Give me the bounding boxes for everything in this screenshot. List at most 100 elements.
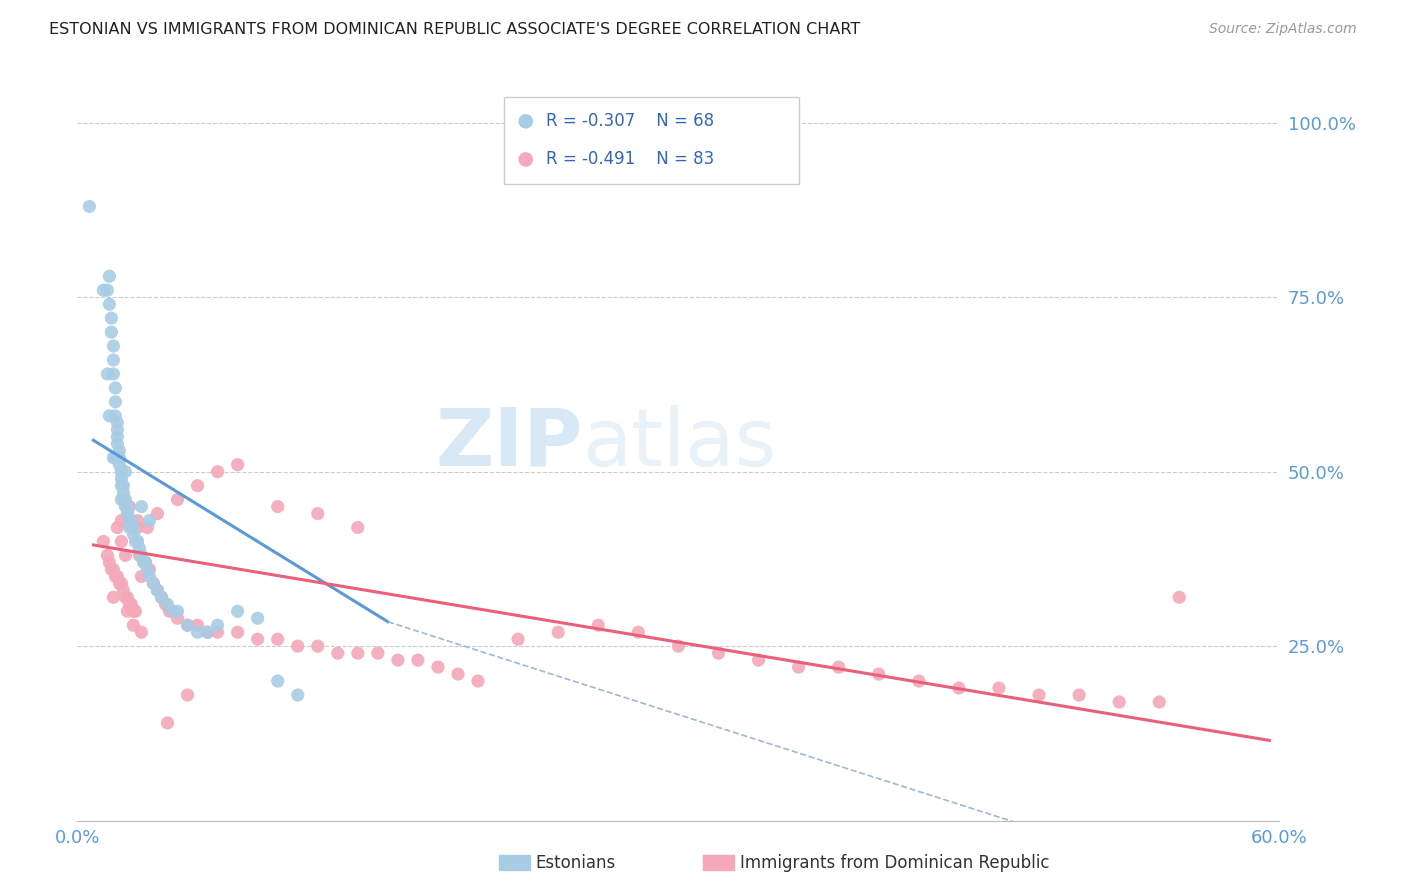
Point xyxy=(207,625,229,640)
Point xyxy=(287,688,309,702)
Point xyxy=(128,541,150,556)
Point xyxy=(98,409,121,423)
Point xyxy=(124,604,146,618)
Text: atlas: atlas xyxy=(582,405,776,483)
Point xyxy=(110,472,132,486)
Text: ESTONIAN VS IMMIGRANTS FROM DOMINICAN REPUBLIC ASSOCIATE'S DEGREE CORRELATION CH: ESTONIAN VS IMMIGRANTS FROM DOMINICAN RE… xyxy=(49,22,860,37)
Text: R = -0.307    N = 68: R = -0.307 N = 68 xyxy=(546,112,714,130)
Point xyxy=(112,583,135,598)
Point xyxy=(155,597,177,611)
Point xyxy=(159,604,181,618)
Point xyxy=(120,520,142,534)
Point xyxy=(948,681,970,695)
Point xyxy=(79,199,101,213)
Point xyxy=(118,514,141,528)
Point xyxy=(107,416,129,430)
Point xyxy=(114,549,136,563)
Point xyxy=(114,500,136,514)
Point xyxy=(118,597,141,611)
Point xyxy=(103,353,125,368)
Point xyxy=(128,549,150,563)
Point xyxy=(103,591,125,605)
Point xyxy=(132,556,155,570)
Point xyxy=(367,646,389,660)
Point xyxy=(134,556,156,570)
Point xyxy=(131,569,153,583)
Point xyxy=(110,514,132,528)
Point xyxy=(122,527,145,541)
Point xyxy=(162,604,184,618)
Point xyxy=(267,632,290,647)
Point xyxy=(226,604,249,618)
Text: ZIP: ZIP xyxy=(434,405,582,483)
Point xyxy=(103,450,125,465)
Point xyxy=(588,618,610,632)
Point xyxy=(112,478,135,492)
Point xyxy=(100,562,122,576)
Point xyxy=(100,325,122,339)
Point xyxy=(347,646,370,660)
Point xyxy=(146,583,169,598)
Point xyxy=(226,625,249,640)
Point xyxy=(107,423,129,437)
Point xyxy=(103,339,125,353)
Point xyxy=(117,507,139,521)
Point xyxy=(110,576,132,591)
Point xyxy=(136,520,159,534)
Point xyxy=(110,534,132,549)
Point xyxy=(138,562,160,576)
Point xyxy=(406,653,429,667)
Text: Estonians: Estonians xyxy=(536,854,616,871)
Point xyxy=(96,367,118,381)
Point xyxy=(868,667,890,681)
Point xyxy=(104,395,127,409)
Point xyxy=(120,514,142,528)
Point xyxy=(96,283,118,297)
Point xyxy=(146,583,169,598)
Point xyxy=(988,681,1011,695)
Point xyxy=(122,618,145,632)
Point xyxy=(136,562,159,576)
Point xyxy=(467,674,489,689)
Text: R = -0.491    N = 83: R = -0.491 N = 83 xyxy=(546,151,714,169)
Point xyxy=(127,520,149,534)
Point xyxy=(1028,688,1050,702)
Point xyxy=(207,618,229,632)
Point xyxy=(307,507,329,521)
Point xyxy=(93,534,115,549)
Point xyxy=(156,715,179,730)
Point xyxy=(112,492,135,507)
Point xyxy=(166,611,188,625)
Point xyxy=(107,437,129,451)
Point xyxy=(120,597,142,611)
Point xyxy=(187,618,209,632)
Point xyxy=(127,534,149,549)
Point xyxy=(508,632,530,647)
Point xyxy=(176,618,198,632)
Point xyxy=(267,500,290,514)
Point xyxy=(108,576,131,591)
Point xyxy=(110,478,132,492)
Point xyxy=(110,492,132,507)
Point xyxy=(246,611,269,625)
Point xyxy=(142,576,165,591)
Point xyxy=(107,569,129,583)
Point xyxy=(207,465,229,479)
Point xyxy=(1168,591,1191,605)
Point xyxy=(122,604,145,618)
Point xyxy=(287,639,309,653)
Point xyxy=(246,632,269,647)
Point xyxy=(138,569,160,583)
Point xyxy=(117,500,139,514)
Point xyxy=(1149,695,1171,709)
Point xyxy=(108,458,131,472)
Point xyxy=(447,667,470,681)
Text: Immigrants from Dominican Republic: Immigrants from Dominican Republic xyxy=(740,854,1049,871)
Point xyxy=(197,625,219,640)
Point xyxy=(156,597,179,611)
Point xyxy=(127,514,149,528)
Point xyxy=(427,660,450,674)
Point xyxy=(828,660,851,674)
Point xyxy=(814,166,837,180)
Point xyxy=(166,492,188,507)
